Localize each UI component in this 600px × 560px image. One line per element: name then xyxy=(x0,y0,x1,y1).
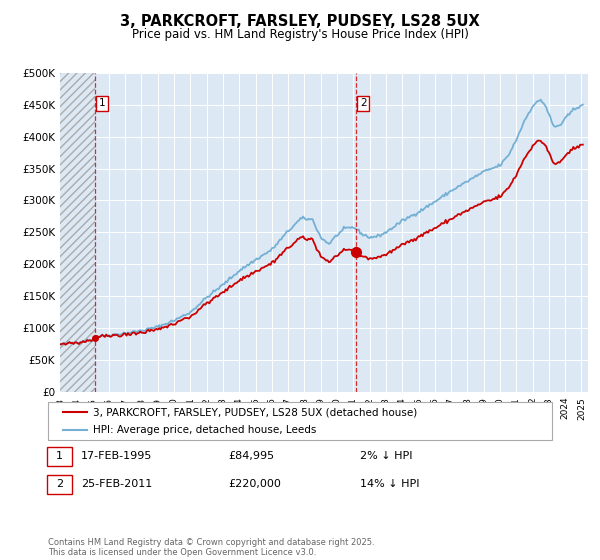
Text: 2% ↓ HPI: 2% ↓ HPI xyxy=(360,451,413,461)
Text: Price paid vs. HM Land Registry's House Price Index (HPI): Price paid vs. HM Land Registry's House … xyxy=(131,28,469,41)
Text: 17-FEB-1995: 17-FEB-1995 xyxy=(81,451,152,461)
Bar xyxy=(60,73,95,392)
Text: 3, PARKCROFT, FARSLEY, PUDSEY, LS28 5UX (detached house): 3, PARKCROFT, FARSLEY, PUDSEY, LS28 5UX … xyxy=(93,407,417,417)
Text: £220,000: £220,000 xyxy=(228,479,281,489)
Text: 2: 2 xyxy=(56,479,63,489)
Text: 2: 2 xyxy=(360,98,367,108)
Text: 1: 1 xyxy=(98,98,105,108)
Text: 1: 1 xyxy=(56,451,63,461)
Text: HPI: Average price, detached house, Leeds: HPI: Average price, detached house, Leed… xyxy=(93,425,316,435)
Text: 25-FEB-2011: 25-FEB-2011 xyxy=(81,479,152,489)
Text: Contains HM Land Registry data © Crown copyright and database right 2025.
This d: Contains HM Land Registry data © Crown c… xyxy=(48,538,374,557)
Text: 14% ↓ HPI: 14% ↓ HPI xyxy=(360,479,419,489)
Text: 3, PARKCROFT, FARSLEY, PUDSEY, LS28 5UX: 3, PARKCROFT, FARSLEY, PUDSEY, LS28 5UX xyxy=(120,14,480,29)
Text: £84,995: £84,995 xyxy=(228,451,274,461)
Bar xyxy=(60,73,95,392)
